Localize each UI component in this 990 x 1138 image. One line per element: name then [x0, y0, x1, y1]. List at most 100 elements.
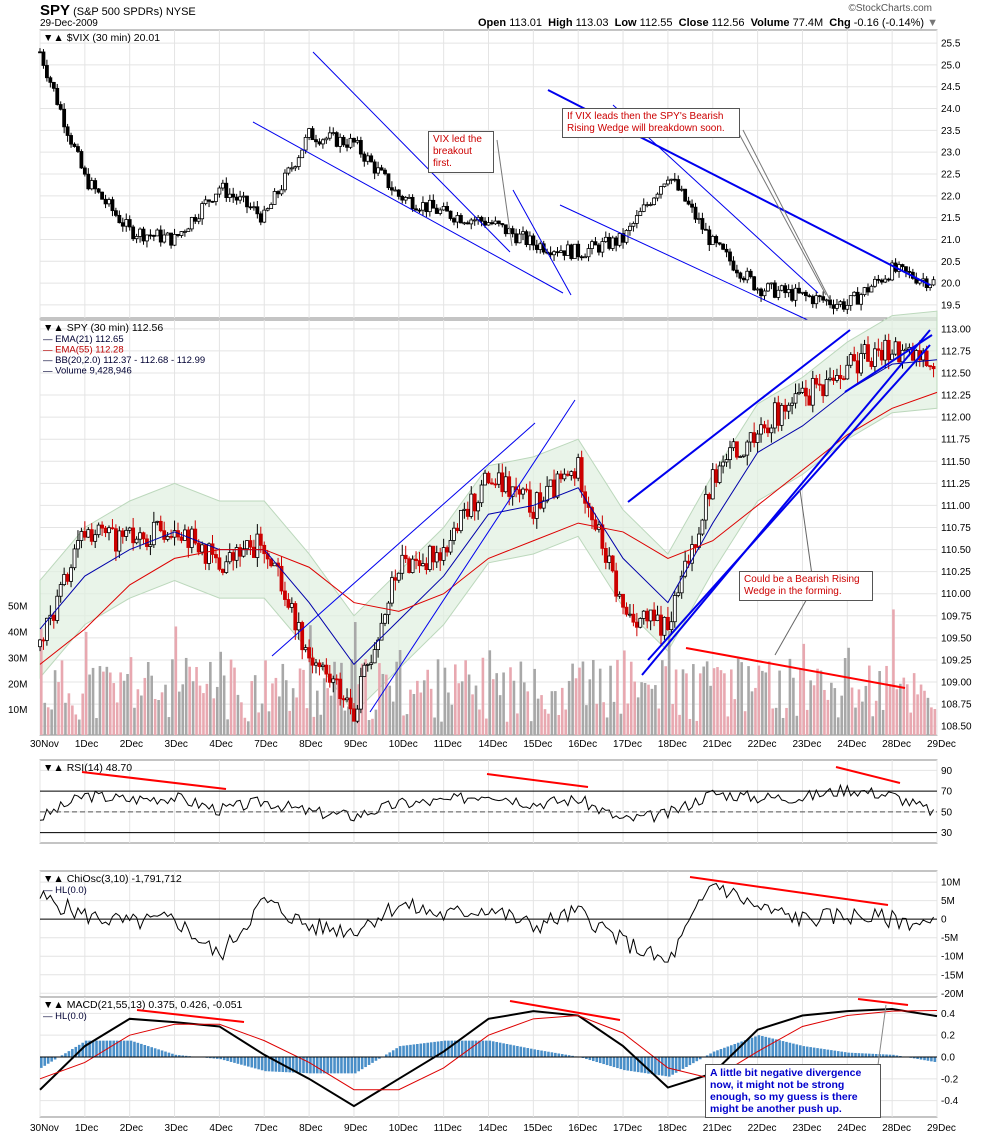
vix-candle-body: [855, 291, 860, 305]
y-tick-label-vix: 24.5: [941, 82, 961, 93]
spy-candle-body: [897, 341, 901, 363]
spy-candle-body: [100, 524, 104, 529]
macd-divergence-line: [136, 1009, 245, 1023]
spy-candle-body: [690, 544, 694, 564]
vix-candle-body: [641, 204, 646, 212]
spy-candle-body: [679, 575, 684, 594]
chart-date: 29-Dec-2009: [40, 18, 98, 29]
macd-histogram-bar: [557, 1053, 561, 1057]
volume-bar: [654, 685, 657, 735]
macd-histogram-bar: [712, 1051, 716, 1057]
macd-histogram-bar: [378, 1057, 381, 1059]
vix-candle-body: [562, 250, 567, 256]
ema55-line: [39, 391, 938, 665]
spy-candle-body: [452, 527, 456, 541]
spy-candle-body: [717, 465, 722, 483]
volume-bar: [543, 709, 547, 735]
macd-histogram-bar: [602, 1057, 605, 1065]
spy-candle-body: [248, 540, 253, 548]
spy-candle-body: [434, 552, 439, 563]
vix-candle-body: [248, 206, 253, 209]
vix-candle-body: [289, 167, 294, 170]
macd-histogram-bar: [588, 1057, 592, 1061]
x-tick-label: 11Dec: [434, 739, 462, 750]
volume-value: 77.4M: [792, 17, 824, 29]
macd-histogram-bar: [488, 1040, 492, 1057]
spy-candle-body: [786, 404, 791, 412]
volume-bar: [778, 670, 781, 735]
annotation-macd-divergence: A little bit negative divergence now, it…: [705, 1064, 881, 1118]
volume-bar: [816, 668, 819, 735]
volume-bar: [288, 710, 291, 735]
chevron-down-icon[interactable]: ▼: [927, 17, 939, 29]
spy-candle-body: [662, 616, 667, 636]
macd-histogram-bar: [236, 1057, 240, 1064]
spy-candle-body: [686, 560, 691, 564]
volume-bar: [612, 701, 616, 735]
vix-candle-body: [614, 237, 619, 246]
macd-histogram-bar: [157, 1049, 160, 1057]
vix-candle-body: [38, 51, 42, 54]
volume-bar: [554, 691, 557, 735]
macd-divergence-line: [509, 1000, 621, 1021]
volume-bar: [198, 685, 202, 735]
vix-candle-body: [510, 228, 515, 235]
macd-histogram-bar: [271, 1057, 274, 1072]
macd-histogram-bar: [923, 1057, 926, 1061]
volume-bar: [605, 717, 609, 735]
x-tick-label: 16Dec: [568, 739, 597, 750]
spy-candle-body: [82, 531, 87, 538]
vix-candle-body: [158, 229, 163, 243]
vix-candle-body: [79, 151, 84, 169]
volume-bar: [274, 677, 278, 735]
volume-bar: [623, 650, 626, 735]
y-tick-label-vix: 19.5: [941, 300, 961, 311]
macd-histogram-bar: [98, 1040, 102, 1057]
macd-histogram-bar: [840, 1051, 843, 1057]
spy-trend-line: [844, 334, 933, 393]
macd-histogram-bar: [402, 1045, 405, 1057]
macd-histogram-bar: [688, 1057, 692, 1066]
volume-bar: [40, 628, 43, 735]
macd-histogram-bar: [560, 1054, 564, 1057]
vix-candle-body: [555, 251, 560, 254]
volume-bar: [67, 693, 71, 735]
macd-histogram-bar: [626, 1057, 630, 1071]
macd-histogram-bar: [274, 1057, 278, 1072]
volume-bar: [523, 682, 526, 735]
y-tick-label-price: 112.25: [941, 391, 971, 402]
macd-histogram-bar: [233, 1057, 236, 1063]
y-tick-label-macd: 0.4: [941, 1009, 955, 1020]
volume-bar: [115, 702, 119, 735]
volume-bar: [240, 702, 243, 735]
volume-bar: [636, 697, 640, 735]
macd-histogram-bar: [409, 1044, 412, 1057]
legend-entry-macd: — HL(0.0): [43, 1011, 87, 1022]
vix-candle-body: [331, 132, 336, 135]
macd-histogram-bar: [830, 1050, 833, 1057]
spy-trend-line: [369, 399, 576, 713]
vix-candle-body: [728, 251, 732, 262]
volume-bar: [350, 659, 354, 735]
vix-candle-body: [362, 153, 367, 162]
macd-histogram-bar: [581, 1057, 585, 1059]
vix-candle-body: [314, 139, 318, 143]
vix-candle-body: [655, 193, 660, 199]
spy-candle-body: [396, 572, 401, 581]
spy-candle-body: [500, 472, 505, 493]
vix-candle-body: [396, 189, 401, 197]
vix-candle-body: [648, 204, 653, 206]
spy-candle-body: [138, 532, 142, 540]
spy-candle-body: [728, 447, 732, 461]
vix-candle-body: [186, 228, 191, 232]
spy-candle-body: [476, 502, 481, 512]
spy-candle-body: [528, 489, 532, 513]
vix-candle-body: [752, 276, 757, 291]
spy-candle-body: [358, 676, 363, 710]
macd-histogram-bar: [288, 1057, 291, 1073]
legend-entry-price: — Volume 9,428,946: [43, 366, 132, 377]
vix-candle-body: [634, 215, 639, 224]
vix-candle-body: [776, 289, 781, 298]
chaikin-line: [39, 882, 934, 963]
y-tick-label-price: 108.75: [941, 700, 972, 711]
